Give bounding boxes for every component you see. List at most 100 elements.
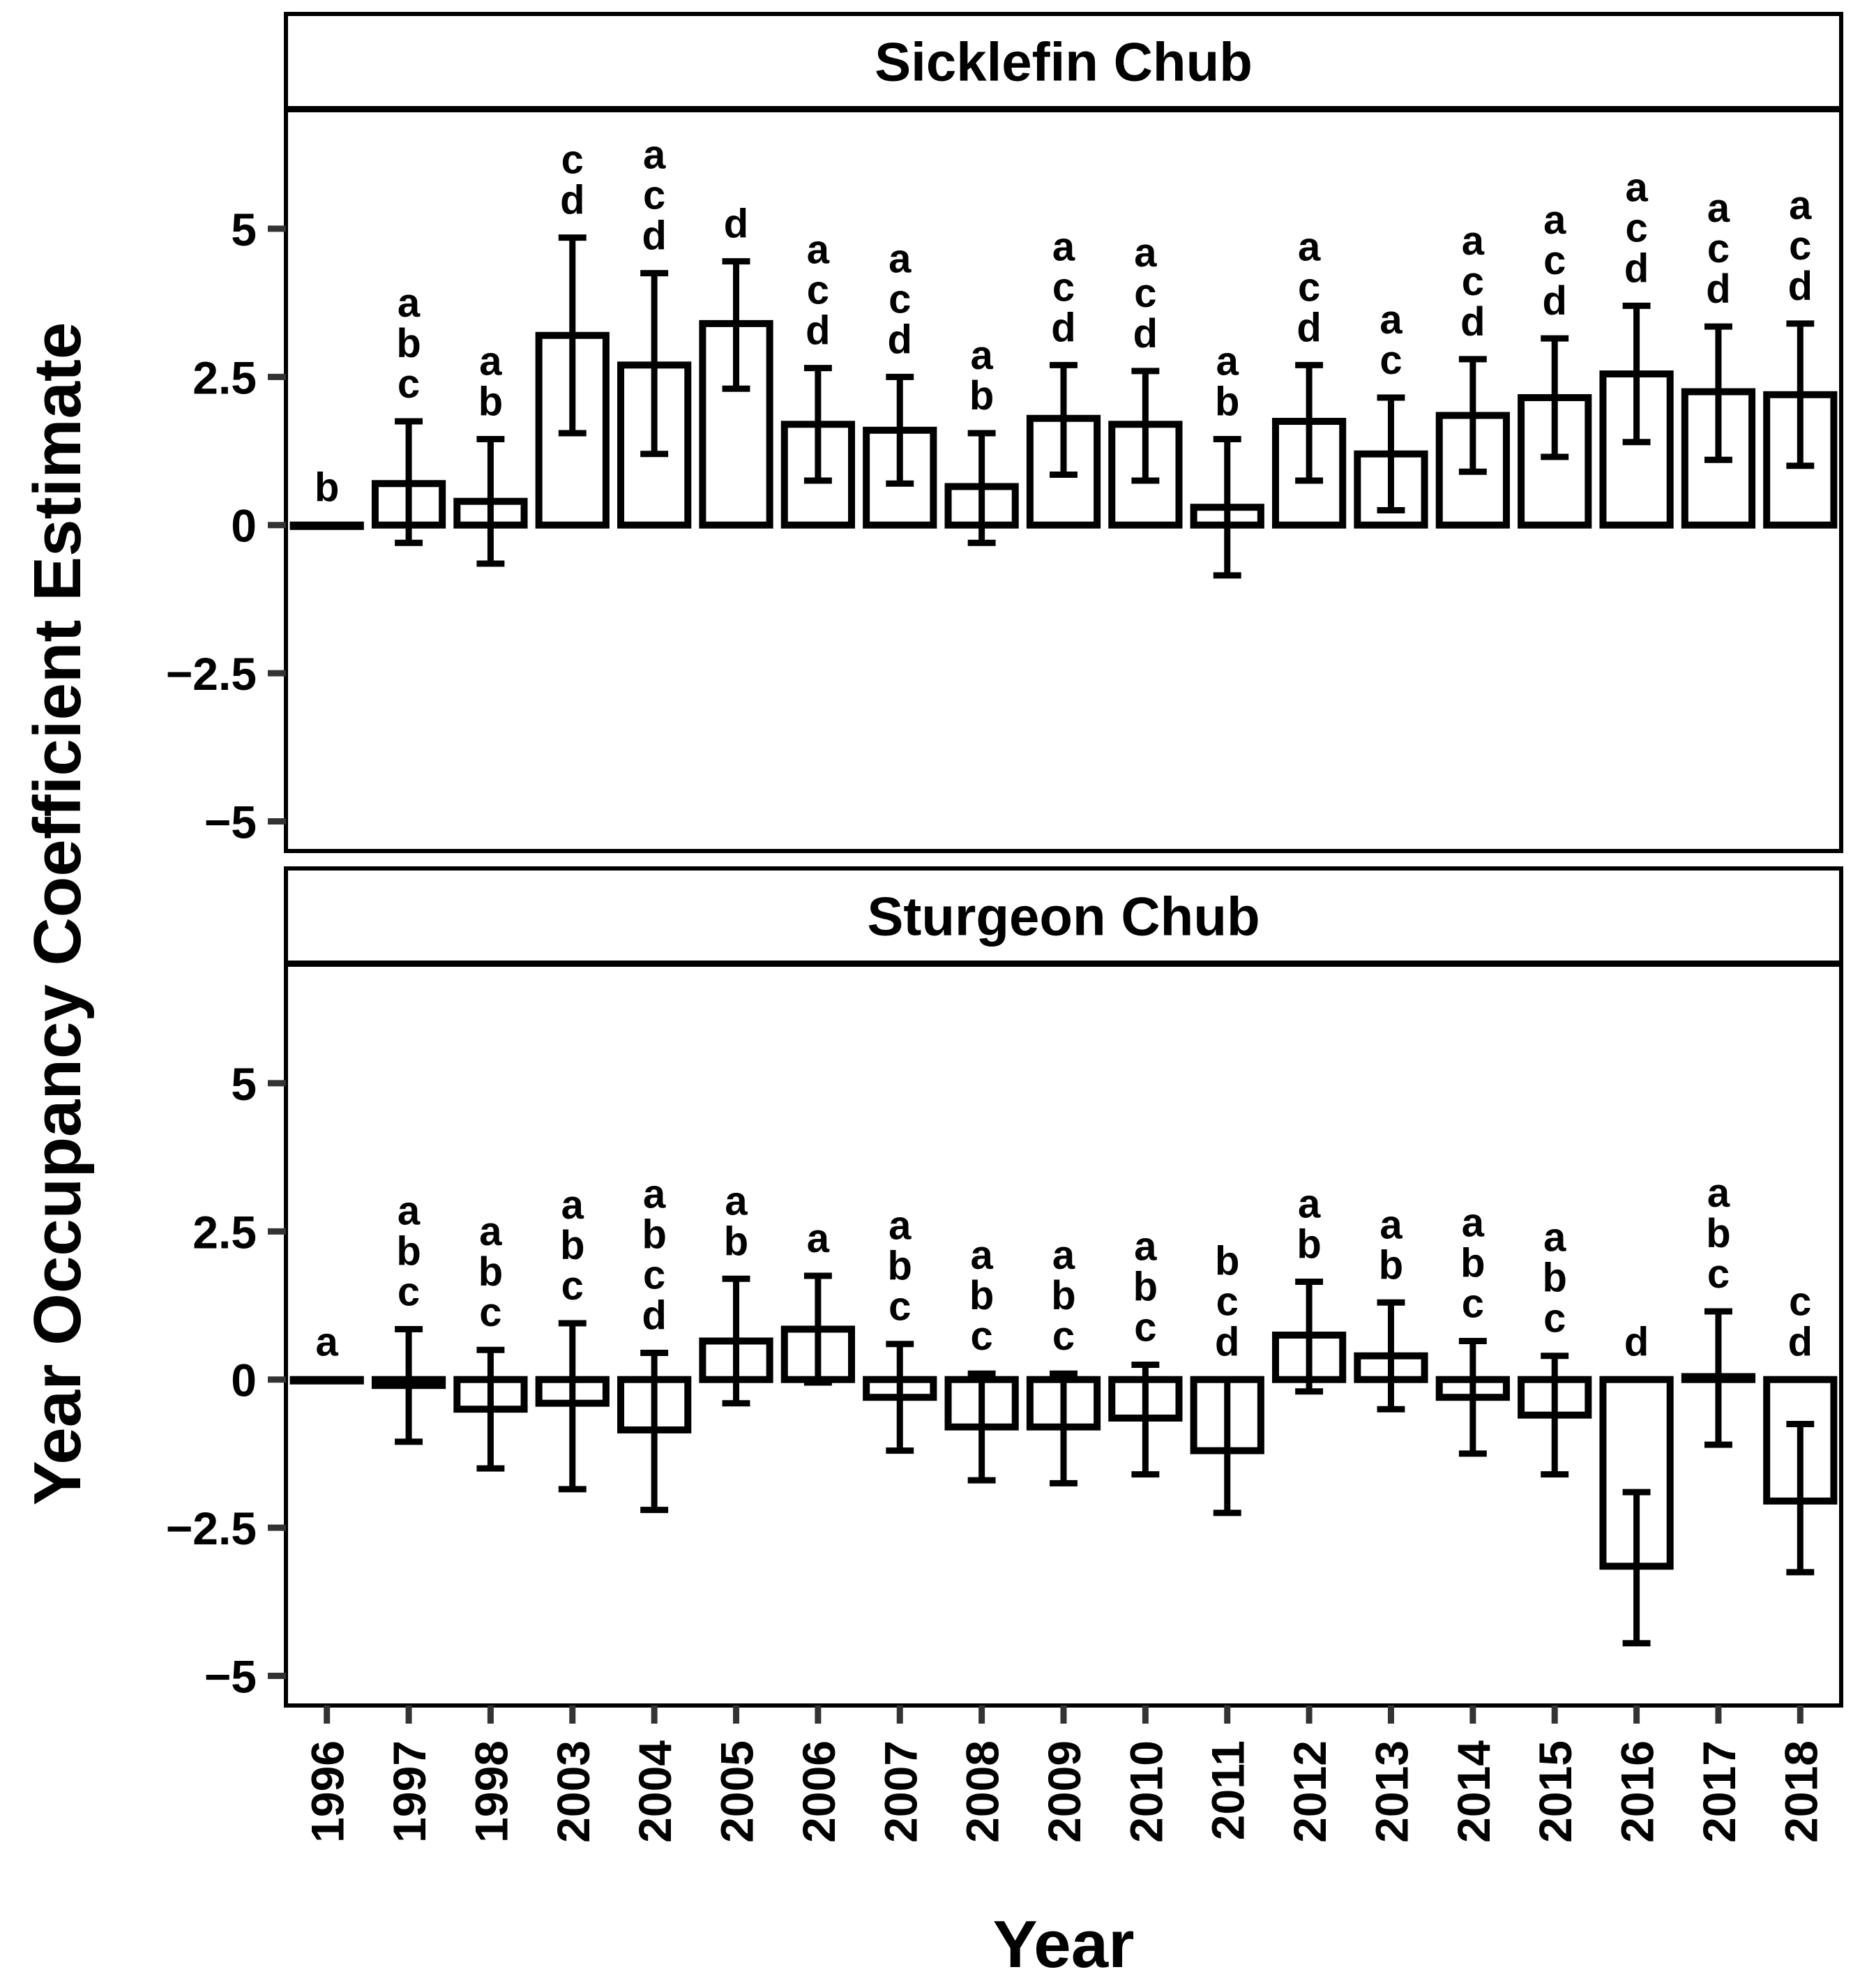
significance-letter: a [970,333,993,378]
x-tick-label-2012: 2012 [1284,1740,1336,1843]
y-tick-label: −2.5 [166,648,257,700]
significance-letter: a [1707,1170,1730,1216]
panel-title: Sturgeon Chub [867,886,1260,947]
significance-letter: d [642,213,666,259]
significance-letter: a [1052,1233,1075,1278]
significance-letter: b [724,1219,748,1264]
significance-letter: a [643,1171,666,1217]
significance-letter: c [398,361,420,407]
significance-letter: c [479,1290,501,1335]
significance-letter: a [1134,230,1157,276]
significance-letter: a [561,1182,584,1228]
significance-letter: c [1134,271,1156,316]
significance-letter: a [1543,197,1566,243]
significance-letter: a [479,1209,502,1254]
significance-letter: c [643,173,665,218]
panel-title: Sicklefin Chub [875,31,1253,93]
significance-letter: c [561,137,584,183]
significance-letter: c [1789,1279,1811,1325]
significance-letter: a [1462,218,1485,264]
bar-1996 [289,521,364,530]
significance-letter: d [1542,278,1566,324]
significance-letter: b [1706,1211,1730,1256]
y-tick-label: 5 [231,1058,257,1110]
significance-letter: c [1707,226,1730,271]
significance-letter: d [724,202,748,247]
significance-letter: a [1379,297,1402,342]
x-tick-label-2005: 2005 [711,1740,763,1843]
significance-letter: a [970,1233,993,1278]
significance-letter: b [1542,1256,1566,1301]
x-axis: 1996 1997 1998 2003 2004 2005 2006 2007 2008 2009… [302,1705,1827,1843]
x-tick-label-2014: 2014 [1448,1740,1499,1843]
significance-letter: b [1133,1264,1158,1309]
significance-letter: a [807,227,830,273]
significance-letter: d [642,1293,666,1338]
significance-letter: c [1789,223,1811,269]
significance-letter: b [1051,1273,1075,1318]
bar-1996 [289,1376,364,1385]
significance-letter: b [642,1212,666,1257]
significance-letter: d [1215,1320,1239,1365]
significance-letter: b [478,1249,503,1295]
significance-letter: a [316,1320,339,1365]
significance-letter: a [1543,1215,1566,1260]
significance-letter: b [1460,1240,1485,1286]
significance-letter: c [1298,264,1320,310]
significance-letter: a [1379,1202,1402,1247]
significance-letter: b [478,379,503,425]
significance-letter: d [1624,1320,1649,1365]
panel-strip [284,12,1843,110]
significance-letter: b [888,1244,912,1289]
significance-letter: c [889,1284,911,1330]
y-tick-label: 2.5 [192,352,257,403]
y-tick-label: −5 [204,1651,257,1703]
panel-1: Sturgeon Chub52.50−2.5−5aabcabcabcabcdab… [166,866,1843,1708]
significance-letter: b [1296,1222,1321,1267]
significance-letter: b [315,465,339,511]
significance-letter: d [806,308,830,354]
significance-letter: a [1707,186,1730,231]
significance-letter: c [1052,1313,1075,1359]
x-tick-label-2016: 2016 [1612,1740,1663,1843]
significance-letter: c [1543,1296,1566,1341]
significance-letter: b [969,373,994,419]
y-axis-title: Year Occupancy Coefficient Estimate [20,322,95,1506]
significance-letter: a [889,1203,912,1249]
x-tick-label-2011: 2011 [1202,1740,1254,1840]
significance-letter: d [1296,305,1321,350]
x-tick-label-2008: 2008 [957,1740,1008,1843]
significance-letter: a [398,1189,421,1234]
panel-strip [284,866,1843,965]
significance-letter: c [1462,259,1484,304]
x-tick-label-2017: 2017 [1693,1740,1745,1843]
significance-letter: c [1216,1279,1239,1325]
significance-letter: a [725,1178,748,1223]
significance-letter: d [1788,1320,1813,1365]
significance-letter: d [1133,311,1158,356]
significance-letter: d [1624,246,1649,291]
significance-letter: d [1051,305,1075,350]
significance-letter: c [1543,238,1566,283]
y-tick-label: 0 [231,1355,257,1406]
significance-letter: c [1379,338,1402,383]
y-tick-label: 2.5 [192,1206,257,1258]
significance-letter: a [1298,224,1321,269]
significance-letter: c [1134,1304,1156,1350]
x-tick-label-2004: 2004 [629,1740,681,1843]
significance-letter: d [1788,264,1813,309]
x-tick-label-2013: 2013 [1366,1740,1417,1843]
significance-letter: a [1789,183,1812,228]
significance-letter: b [1379,1242,1403,1288]
significance-letter: c [1462,1281,1484,1326]
x-axis-title: Year [993,1907,1135,1982]
significance-letter: b [396,1229,421,1274]
significance-letter: c [1052,264,1075,310]
significance-letter: c [889,276,911,322]
significance-letter: c [970,1313,992,1359]
significance-letter: a [398,280,421,326]
significance-letter: c [1625,205,1647,250]
significance-letter: d [1460,299,1485,345]
x-tick-label-1996: 1996 [302,1740,354,1843]
x-tick-label-2010: 2010 [1120,1740,1172,1843]
